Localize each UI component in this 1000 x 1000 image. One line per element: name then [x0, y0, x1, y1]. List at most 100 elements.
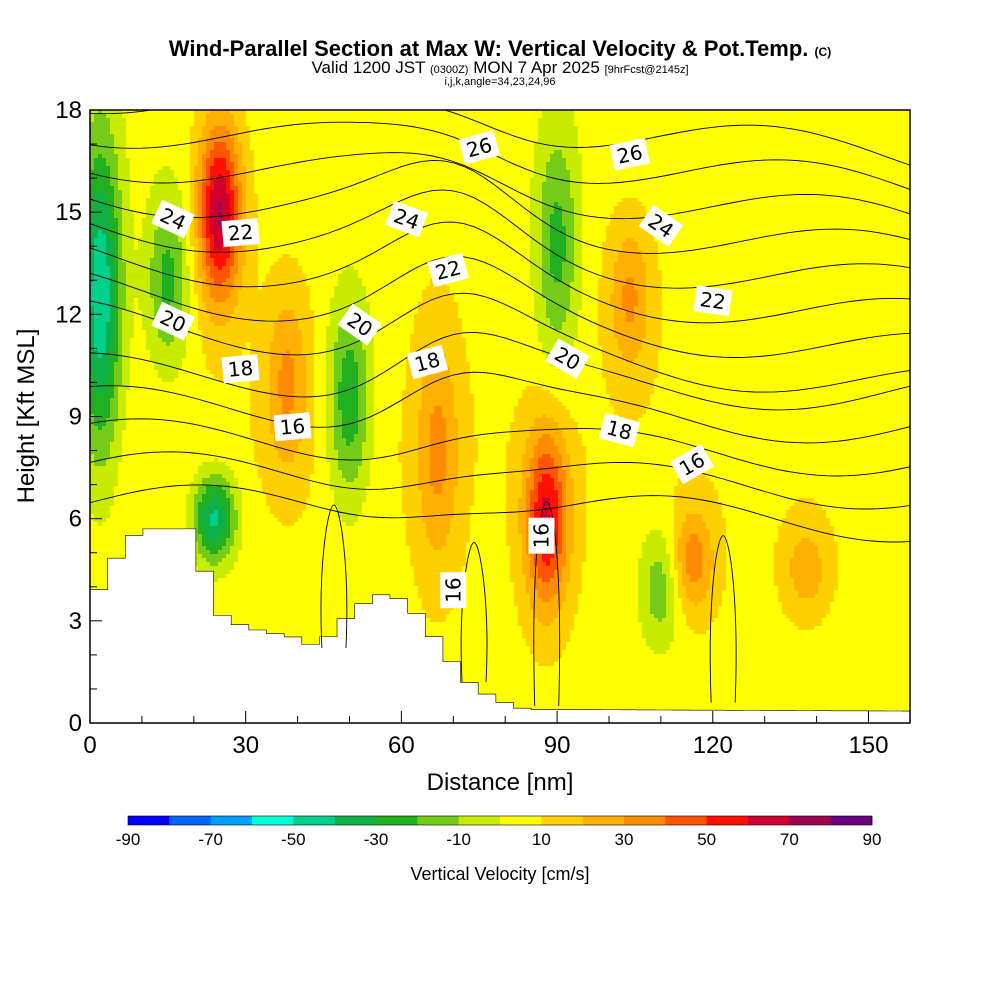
- velocity-cell: [98, 310, 103, 315]
- velocity-cell: [110, 374, 115, 379]
- velocity-cell: [114, 414, 119, 419]
- velocity-cell: [130, 374, 135, 379]
- velocity-cell: [106, 186, 111, 191]
- velocity-cell: [102, 130, 107, 135]
- velocity-cell: [94, 134, 99, 139]
- velocity-cell: [110, 154, 115, 159]
- velocity-cell: [130, 330, 135, 335]
- velocity-cell: [102, 262, 107, 267]
- velocity-cell: [134, 162, 139, 167]
- velocity-cell: [110, 194, 115, 199]
- velocity-cell: [114, 214, 119, 219]
- velocity-cell: [126, 230, 131, 235]
- velocity-cell: [102, 570, 107, 575]
- velocity-cell: [130, 358, 135, 363]
- velocity-cell: [130, 522, 135, 527]
- velocity-cell: [118, 358, 123, 363]
- velocity-cell: [122, 322, 127, 327]
- velocity-cell: [118, 286, 123, 291]
- velocity-cell: [106, 546, 111, 551]
- velocity-cell: [122, 190, 127, 195]
- velocity-cell: [94, 234, 99, 239]
- velocity-cell: [134, 170, 139, 175]
- velocity-cell: [138, 222, 143, 227]
- velocity-cell: [106, 314, 111, 319]
- velocity-cell: [122, 174, 127, 179]
- velocity-cell: [118, 374, 123, 379]
- velocity-cell: [118, 314, 123, 319]
- velocity-cell: [138, 398, 143, 403]
- velocity-cell: [118, 514, 123, 519]
- velocity-cell: [98, 214, 103, 219]
- velocity-cell: [106, 410, 111, 415]
- velocity-cell: [102, 534, 107, 539]
- velocity-cell: [118, 366, 123, 371]
- velocity-cell: [94, 270, 99, 275]
- velocity-cell: [114, 534, 119, 539]
- velocity-cell: [98, 470, 103, 475]
- velocity-cell: [118, 166, 123, 171]
- velocity-cell: [106, 138, 111, 143]
- velocity-cell: [126, 398, 131, 403]
- velocity-cell: [106, 414, 111, 419]
- velocity-cell: [98, 222, 103, 227]
- velocity-cell: [102, 470, 107, 475]
- velocity-cell: [122, 506, 127, 511]
- velocity-cell: [94, 578, 99, 583]
- velocity-cell: [98, 170, 103, 175]
- velocity-cell: [126, 250, 131, 255]
- velocity-cell: [126, 122, 131, 127]
- velocity-cell: [102, 478, 107, 483]
- velocity-cell: [102, 506, 107, 511]
- velocity-cell: [102, 390, 107, 395]
- velocity-cell: [106, 150, 111, 155]
- velocity-cell: [122, 294, 127, 299]
- velocity-cell: [98, 298, 103, 303]
- velocity-cell: [98, 354, 103, 359]
- velocity-cell: [102, 310, 107, 315]
- velocity-cell: [102, 318, 107, 323]
- velocity-cell: [138, 394, 143, 399]
- velocity-cell: [94, 154, 99, 159]
- velocity-cell: [122, 450, 127, 455]
- velocity-cell: [94, 146, 99, 151]
- velocity-cell: [134, 226, 139, 231]
- velocity-cell: [106, 294, 111, 299]
- velocity-cell: [94, 478, 99, 483]
- velocity-cell: [134, 138, 139, 143]
- velocity-cell: [118, 134, 123, 139]
- velocity-cell: [126, 526, 131, 531]
- velocity-cell: [126, 522, 131, 527]
- velocity-cell: [118, 290, 123, 295]
- velocity-cell: [138, 130, 143, 135]
- velocity-cell: [102, 246, 107, 251]
- velocity-cell: [94, 322, 99, 327]
- velocity-cell: [118, 266, 123, 271]
- velocity-cell: [110, 402, 115, 407]
- velocity-cell: [106, 446, 111, 451]
- velocity-cell: [126, 362, 131, 367]
- velocity-cell: [94, 266, 99, 271]
- velocity-cell: [94, 114, 99, 119]
- velocity-cell: [138, 462, 143, 467]
- velocity-cell: [134, 294, 139, 299]
- velocity-cell: [102, 538, 107, 543]
- velocity-cell: [94, 358, 99, 363]
- velocity-cell: [94, 574, 99, 579]
- velocity-cell: [106, 210, 111, 215]
- velocity-cell: [126, 514, 131, 519]
- velocity-cell: [102, 198, 107, 203]
- velocity-cell: [102, 134, 107, 139]
- velocity-cell: [122, 378, 127, 383]
- velocity-cell: [130, 218, 135, 223]
- velocity-cell: [122, 526, 127, 531]
- velocity-cell: [130, 478, 135, 483]
- velocity-cell: [106, 222, 111, 227]
- velocity-cell: [126, 290, 131, 295]
- velocity-cell: [126, 130, 131, 135]
- velocity-cell: [118, 554, 123, 559]
- velocity-cell: [94, 306, 99, 311]
- velocity-cell: [114, 466, 119, 471]
- velocity-cell: [130, 482, 135, 487]
- velocity-cell: [102, 578, 107, 583]
